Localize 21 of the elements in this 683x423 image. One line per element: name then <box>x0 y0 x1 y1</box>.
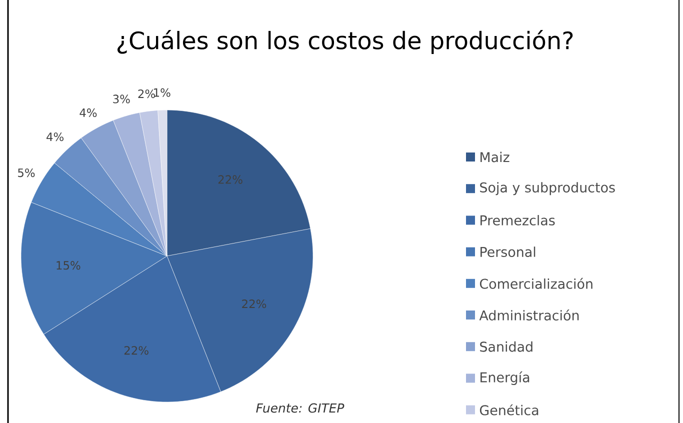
data-label: 4% <box>46 132 64 142</box>
data-label: 4% <box>80 108 97 118</box>
legend-label: Maiz <box>480 152 510 162</box>
text: Fuente: GITEP <box>256 403 344 413</box>
legend-label: Energía <box>480 371 530 385</box>
legend-label: Administración <box>479 310 579 320</box>
legend-label: Premezclas <box>480 215 555 226</box>
legend-label: Genética <box>480 404 538 416</box>
chart-title: ¿Cuáles son los costos de producción? <box>117 30 573 54</box>
data-label: 5% <box>18 168 35 178</box>
data-label: 1% <box>154 88 170 97</box>
legend-label: Personal <box>480 246 536 258</box>
data-label: 22% <box>124 346 148 355</box>
data-label: 2% <box>138 89 155 98</box>
data-label: 22% <box>242 300 266 308</box>
legend-label: Comercialización <box>480 278 592 289</box>
data-label: 22% <box>218 175 242 184</box>
data-label: 15% <box>56 261 80 270</box>
legend-label: Sanidad <box>480 341 532 352</box>
data-label: 3% <box>113 94 130 104</box>
legend-label: Soja y subproductos <box>480 182 615 196</box>
